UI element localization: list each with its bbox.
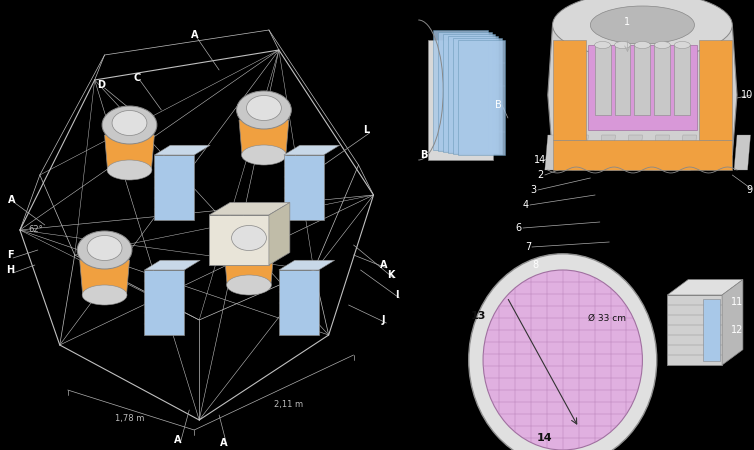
FancyBboxPatch shape xyxy=(674,45,690,115)
Text: 2: 2 xyxy=(538,170,544,180)
Ellipse shape xyxy=(227,275,271,295)
FancyBboxPatch shape xyxy=(438,32,492,151)
Text: A: A xyxy=(380,260,388,270)
Ellipse shape xyxy=(634,41,651,49)
Polygon shape xyxy=(545,135,561,170)
Ellipse shape xyxy=(82,285,127,305)
Polygon shape xyxy=(548,25,737,170)
Ellipse shape xyxy=(222,221,277,259)
Text: K: K xyxy=(387,270,394,280)
Text: A: A xyxy=(173,435,181,445)
Text: C: C xyxy=(133,73,141,83)
Text: 10: 10 xyxy=(741,90,753,100)
Text: 4: 4 xyxy=(523,200,529,210)
Ellipse shape xyxy=(231,225,266,251)
FancyBboxPatch shape xyxy=(145,270,184,335)
Text: B: B xyxy=(495,100,501,110)
Text: A: A xyxy=(8,195,16,205)
Polygon shape xyxy=(667,279,743,295)
Text: Ø 33 cm: Ø 33 cm xyxy=(587,314,626,323)
Polygon shape xyxy=(553,40,586,140)
FancyBboxPatch shape xyxy=(434,30,488,150)
Text: 62°: 62° xyxy=(28,225,43,234)
FancyBboxPatch shape xyxy=(448,36,498,153)
FancyBboxPatch shape xyxy=(453,38,502,154)
Polygon shape xyxy=(224,250,274,285)
Polygon shape xyxy=(599,135,615,170)
Text: B: B xyxy=(420,150,428,160)
Text: 12: 12 xyxy=(731,325,743,335)
FancyBboxPatch shape xyxy=(443,34,495,152)
Ellipse shape xyxy=(247,95,281,121)
Ellipse shape xyxy=(112,111,147,135)
Ellipse shape xyxy=(107,160,152,180)
FancyBboxPatch shape xyxy=(155,155,195,220)
FancyBboxPatch shape xyxy=(279,270,319,335)
Polygon shape xyxy=(269,202,290,265)
FancyBboxPatch shape xyxy=(209,215,269,265)
Polygon shape xyxy=(284,145,339,155)
Text: L: L xyxy=(363,125,369,135)
FancyBboxPatch shape xyxy=(634,45,651,115)
Text: 1,78 m: 1,78 m xyxy=(115,414,144,423)
Text: A: A xyxy=(220,438,228,448)
Ellipse shape xyxy=(237,91,291,129)
Ellipse shape xyxy=(615,41,630,49)
Text: D: D xyxy=(97,80,106,90)
Text: 3: 3 xyxy=(531,185,537,195)
Text: 6: 6 xyxy=(516,223,522,233)
Polygon shape xyxy=(239,120,289,155)
Polygon shape xyxy=(722,279,743,365)
FancyBboxPatch shape xyxy=(458,40,505,155)
Text: F: F xyxy=(7,250,14,260)
FancyBboxPatch shape xyxy=(615,45,630,115)
FancyBboxPatch shape xyxy=(703,299,721,361)
Polygon shape xyxy=(279,260,335,270)
Ellipse shape xyxy=(469,254,657,450)
Ellipse shape xyxy=(595,41,611,49)
Polygon shape xyxy=(105,135,155,170)
Polygon shape xyxy=(653,135,670,170)
Text: H: H xyxy=(6,265,14,275)
Polygon shape xyxy=(80,260,130,295)
Ellipse shape xyxy=(674,41,690,49)
Polygon shape xyxy=(209,202,290,215)
Text: 8: 8 xyxy=(533,260,539,270)
FancyBboxPatch shape xyxy=(595,45,611,115)
Text: 1: 1 xyxy=(624,17,630,27)
Polygon shape xyxy=(626,135,642,170)
Ellipse shape xyxy=(553,0,732,58)
Ellipse shape xyxy=(654,41,670,49)
Text: 2,11 m: 2,11 m xyxy=(274,400,303,410)
Polygon shape xyxy=(145,260,201,270)
Polygon shape xyxy=(572,135,588,170)
Polygon shape xyxy=(699,40,732,140)
Text: 11: 11 xyxy=(731,297,743,307)
Ellipse shape xyxy=(77,231,132,269)
Ellipse shape xyxy=(102,106,157,144)
Text: 7: 7 xyxy=(525,242,531,252)
Polygon shape xyxy=(587,45,697,130)
Text: I: I xyxy=(394,290,398,300)
Text: 13: 13 xyxy=(470,311,486,321)
Ellipse shape xyxy=(590,6,694,44)
Ellipse shape xyxy=(87,235,122,261)
FancyBboxPatch shape xyxy=(284,155,323,220)
Polygon shape xyxy=(553,140,732,170)
Text: 14: 14 xyxy=(537,433,553,443)
Ellipse shape xyxy=(241,145,287,165)
FancyBboxPatch shape xyxy=(667,295,722,365)
Polygon shape xyxy=(155,145,210,155)
Text: 9: 9 xyxy=(746,185,752,195)
FancyBboxPatch shape xyxy=(654,45,670,115)
Text: A: A xyxy=(191,30,198,40)
Ellipse shape xyxy=(483,270,642,450)
Polygon shape xyxy=(707,135,724,170)
Text: 14: 14 xyxy=(534,155,546,165)
Polygon shape xyxy=(428,40,493,160)
Text: J: J xyxy=(382,315,385,325)
Polygon shape xyxy=(734,135,750,170)
Polygon shape xyxy=(680,135,697,170)
